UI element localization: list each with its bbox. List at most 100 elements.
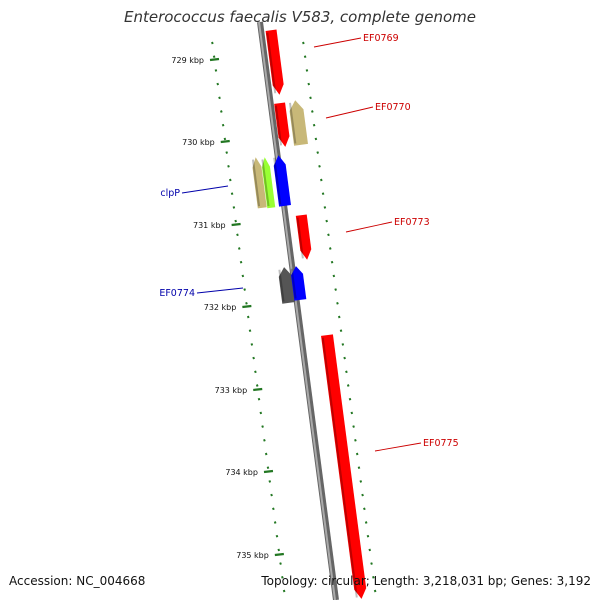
scale-dot (364, 521, 368, 524)
scale-dot (363, 507, 366, 511)
major-tick (220, 139, 230, 144)
tick-label: 735 kbp (236, 551, 269, 560)
scale-dot (227, 164, 230, 168)
scale-dot (273, 521, 277, 524)
scale-dot (321, 192, 325, 196)
scale-dot (373, 589, 377, 593)
scale-dot (264, 452, 268, 456)
scale-dot (214, 69, 218, 72)
scale-dot (234, 219, 237, 223)
scale-dot (275, 534, 279, 538)
scale-dot (334, 288, 337, 291)
scale-dot (312, 123, 316, 127)
gene-shade (274, 105, 283, 146)
scale-dot (316, 151, 320, 154)
scale-dot (305, 69, 309, 72)
scale-dot (255, 384, 259, 387)
gene-arrow (291, 266, 307, 301)
gene-shade (261, 159, 270, 207)
scale-dot (279, 562, 282, 565)
scale-dot (302, 41, 305, 45)
gene-label-ef0770: EF0770 (375, 102, 411, 113)
scale-dot (220, 110, 223, 113)
scale-dot (366, 534, 370, 538)
gene-label-ef0769: EF0769 (363, 33, 399, 44)
scale-dot (309, 96, 312, 100)
scale-dot (325, 219, 328, 223)
major-tick (242, 304, 252, 309)
major-tick (209, 57, 220, 62)
scale-dot (272, 507, 275, 511)
gene-leader-line (325, 106, 374, 119)
gene-arrow (261, 157, 276, 209)
scale-dot (370, 562, 373, 565)
scale-dot (248, 329, 252, 333)
scale-dot (357, 466, 361, 470)
gene-shade (266, 32, 277, 94)
gene-leader-line (313, 37, 362, 48)
accession-text: Accession: NC_004668 (9, 574, 146, 588)
scale-dot (368, 548, 372, 552)
scale-dot (270, 493, 273, 497)
scale-dot (359, 480, 363, 483)
scale-dot (303, 55, 307, 59)
scale-dot (282, 589, 286, 593)
scale-dot (343, 356, 346, 360)
gene-arrow (252, 157, 267, 209)
tick-label: 733 kbp (215, 386, 248, 395)
major-tick (253, 387, 263, 392)
gene-label-ef0774: EF0774 (159, 288, 195, 299)
gene-leader-line (374, 442, 422, 452)
scale-dot (223, 137, 227, 141)
scale-dot (237, 247, 241, 250)
scale-dot (243, 288, 246, 291)
tick-label: 730 kbp (182, 138, 215, 147)
gene-arrow (295, 214, 312, 260)
scale-dot (341, 343, 345, 346)
major-tick (263, 469, 274, 474)
scale-dot (259, 411, 263, 415)
gene-label-ef0773: EF0773 (394, 217, 430, 228)
scale-dot (352, 425, 355, 428)
scale-dot (221, 123, 225, 127)
backbone-highlight (258, 21, 336, 601)
scale-dot (355, 452, 359, 456)
gene-shade (290, 268, 297, 299)
scale-dot (346, 384, 350, 387)
scale-dot (354, 438, 357, 442)
scale-dot (372, 575, 375, 579)
tick-label: 731 kbp (193, 221, 226, 230)
tick-label: 734 kbp (225, 468, 258, 477)
scale-dot (328, 247, 332, 250)
scale-dot (236, 233, 239, 237)
scale-dot (232, 206, 236, 209)
scale-dot (229, 178, 232, 182)
scale-dot (239, 260, 243, 264)
scale-dot (250, 343, 254, 346)
scale-dot (318, 164, 321, 168)
scale-dot (348, 397, 352, 401)
scale-dot (216, 82, 220, 86)
scale-dot (336, 301, 339, 305)
scale-dot (245, 301, 248, 305)
scale-dot (307, 82, 311, 86)
scale-dot (277, 548, 281, 552)
gene-leader-line (181, 185, 229, 194)
scale-dot (330, 260, 334, 264)
scale-dot (225, 151, 229, 154)
gene-arrow (274, 102, 290, 147)
scale-dot (339, 329, 343, 333)
gene-arrow (265, 29, 284, 95)
scale-dot (212, 55, 216, 59)
scale-dot (246, 315, 250, 319)
scale-dot (337, 315, 341, 319)
tick-label: 729 kbp (171, 56, 204, 65)
scale-dot (263, 438, 266, 442)
tick-label: 732 kbp (204, 303, 237, 312)
scale-dot (361, 493, 364, 497)
major-tick (274, 552, 284, 557)
map-title: Enterococcus faecalis V583, complete gen… (123, 8, 477, 26)
scale-dot (211, 41, 214, 45)
